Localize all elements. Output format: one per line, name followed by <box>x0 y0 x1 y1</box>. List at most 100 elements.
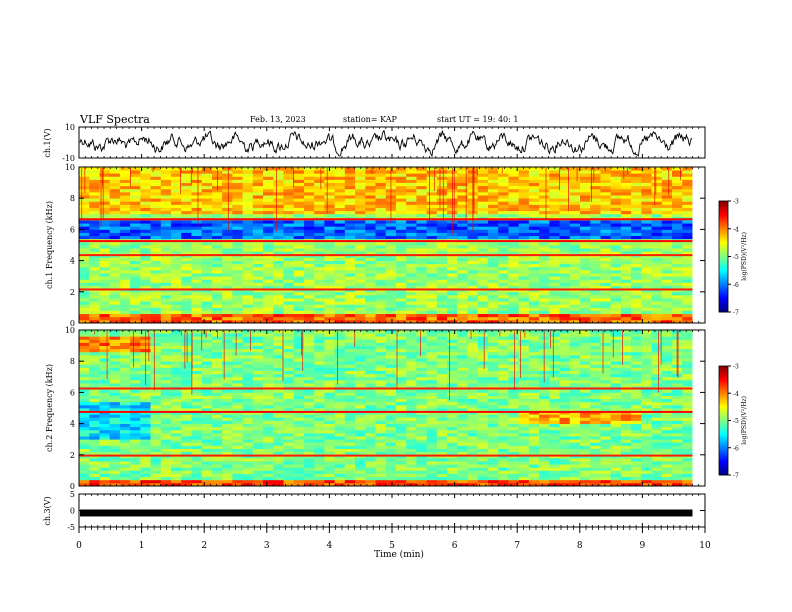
spectrogram-cell <box>682 273 693 277</box>
spectrogram-cell <box>109 185 121 190</box>
spectrogram-cell <box>191 420 203 424</box>
spectrogram-cell <box>457 432 468 437</box>
spectrogram-cell <box>201 188 213 193</box>
spectrogram-cell <box>457 198 468 202</box>
spectrogram-cell <box>651 167 663 171</box>
spectrogram-cell <box>211 383 223 387</box>
spectrogram-cell <box>508 167 520 171</box>
spectrogram-cell <box>109 266 121 271</box>
spectrogram-cell <box>334 304 346 308</box>
spectrogram-cell <box>447 376 458 381</box>
spectrogram-cell <box>528 282 540 286</box>
spectrogram-cell <box>457 417 468 421</box>
spectrogram-cell <box>344 248 356 252</box>
spectrogram-cell <box>406 232 417 237</box>
spectrogram-cell <box>395 207 407 212</box>
spectrogram-cell <box>273 182 284 187</box>
spectrogram-cell <box>293 408 305 412</box>
spectrogram-cell <box>314 229 325 233</box>
spectrogram-cell <box>201 201 213 205</box>
spectrogram-cell <box>324 257 336 261</box>
spectrogram-cell <box>569 313 581 318</box>
spectrogram-cell <box>283 330 295 334</box>
spectrogram-cell <box>375 370 387 375</box>
spectrogram-cell <box>252 266 264 271</box>
spectrogram-cell <box>477 229 489 233</box>
spectrogram-cell <box>232 201 243 205</box>
spectrogram-cell <box>344 426 356 431</box>
spectrogram-cell <box>232 448 243 453</box>
spectrogram-cell <box>324 282 336 286</box>
spectrogram-cell <box>416 248 428 252</box>
spectrogram-cell <box>528 235 540 240</box>
spectrogram-cell <box>334 273 346 277</box>
spectrogram-cell <box>406 482 417 487</box>
spectrogram-cell <box>477 170 489 174</box>
spectrogram-cell <box>447 266 458 271</box>
spectrogram-cell <box>293 204 305 208</box>
spectrogram-cell <box>109 229 121 233</box>
spectrogram-cell <box>263 383 274 387</box>
spectrogram-cell <box>130 170 141 174</box>
spectrogram-cell <box>610 313 622 318</box>
spectrogram-cell <box>416 482 428 487</box>
spectrogram-cell <box>385 392 397 396</box>
spectrogram-cell <box>344 195 356 199</box>
spectrogram-cell <box>365 182 376 187</box>
spectrogram-cell <box>130 273 141 277</box>
spectrogram-cell <box>191 432 203 437</box>
spectrogram-cell <box>150 232 162 237</box>
spectrogram-cell <box>283 423 295 428</box>
spectrogram-cell <box>160 179 172 183</box>
spectrogram-cell <box>436 392 448 396</box>
spectrogram-cell <box>631 207 642 212</box>
spectrogram-cell <box>222 294 233 299</box>
spectrogram-cell <box>416 298 428 302</box>
spectrogram-cell <box>171 429 182 434</box>
spectrogram-cell <box>211 361 223 365</box>
spectrogram-cell <box>365 245 376 249</box>
spectrogram-cell <box>89 376 100 381</box>
spectrogram-cell <box>314 461 325 465</box>
spectrogram-cell <box>324 241 336 246</box>
spectrogram-cell <box>508 188 520 193</box>
spectrogram-cell <box>365 383 376 387</box>
spectrogram-cell <box>79 291 90 296</box>
spectrogram-cell <box>447 291 458 296</box>
spectrogram-cell <box>395 179 407 183</box>
spectrogram-cell <box>661 232 673 237</box>
spectrogram-cell <box>334 173 346 177</box>
spectrogram-cell <box>283 316 295 321</box>
spectrogram-cell <box>99 376 111 381</box>
spectrogram-cell <box>610 304 622 308</box>
spectrogram-cell <box>324 354 336 359</box>
spectrogram-cell <box>211 342 223 346</box>
spectrogram-cell <box>150 245 162 249</box>
spectrogram-cell <box>79 310 90 315</box>
spectrogram-cell <box>569 191 581 196</box>
spectrogram-cell <box>498 195 509 199</box>
spectrogram-cell <box>487 191 499 196</box>
spectrogram-cell <box>569 235 581 240</box>
spectrogram-cell <box>477 269 489 274</box>
spectrogram-cell <box>273 282 284 286</box>
spectrogram-cell <box>518 304 530 308</box>
spectrogram-cell <box>620 273 632 277</box>
spectrogram-cell <box>211 195 223 199</box>
spectrogram-cell <box>171 367 182 371</box>
spectrogram-cell <box>201 473 213 478</box>
spectrogram-cell <box>191 414 203 418</box>
spectrogram-cell <box>201 298 213 302</box>
spectrogram-cell <box>641 223 652 227</box>
spectrogram-cell <box>293 269 305 274</box>
spectrogram-cell <box>303 282 315 286</box>
spectrogram-cell <box>447 245 458 249</box>
spectrogram-cell <box>89 414 100 418</box>
spectrogram-cell <box>314 467 325 471</box>
spectrogram-cell <box>150 373 162 378</box>
spectrogram-cell <box>242 464 254 468</box>
spectrogram-cell <box>406 361 417 365</box>
spectrogram-cell <box>580 248 591 252</box>
spectrogram-cell <box>211 436 223 440</box>
spectrogram-cell <box>651 201 663 205</box>
